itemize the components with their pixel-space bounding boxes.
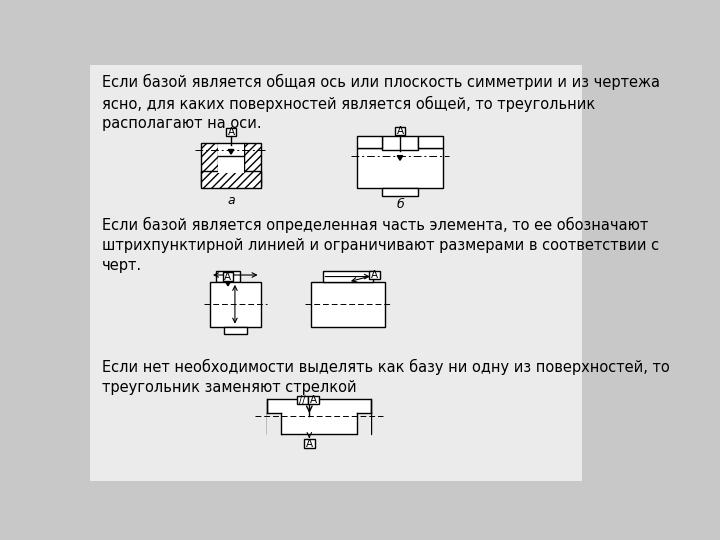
Text: Если нет необходимости выделять как базу ни одну из поверхностей, то
треугольник: Если нет необходимости выделять как базу… <box>102 359 670 395</box>
Bar <box>369 271 380 279</box>
Text: //: // <box>299 395 305 405</box>
Text: A: A <box>371 270 378 280</box>
Polygon shape <box>397 156 402 160</box>
Bar <box>311 282 384 327</box>
Bar <box>218 143 244 156</box>
Bar <box>418 137 443 148</box>
Bar <box>210 282 261 327</box>
Bar <box>395 127 405 135</box>
Text: A: A <box>306 438 313 449</box>
Bar <box>90 65 582 481</box>
Bar <box>266 399 372 434</box>
Polygon shape <box>225 282 230 286</box>
Text: Если базой является общая ось или плоскость симметрии и из чертежа
ясно, для как: Если базой является общая ось или плоско… <box>102 74 660 131</box>
Bar <box>218 156 244 173</box>
Bar <box>323 271 373 282</box>
Bar <box>357 137 382 148</box>
Bar <box>357 413 372 436</box>
Bar <box>382 188 418 195</box>
Bar <box>266 413 281 436</box>
Bar <box>307 396 319 404</box>
Bar <box>304 440 315 448</box>
Bar <box>225 127 236 136</box>
Bar <box>201 171 261 188</box>
Text: A: A <box>228 127 235 137</box>
Bar <box>382 137 418 150</box>
Text: A: A <box>310 395 317 405</box>
Text: б: б <box>396 198 404 211</box>
Bar <box>297 396 307 404</box>
Bar <box>222 272 233 281</box>
Bar <box>224 327 246 334</box>
Text: Если базой является определенная часть элемента, то ее обозначают
штрихпунктирно: Если базой является определенная часть э… <box>102 217 659 273</box>
Bar <box>216 271 240 282</box>
Polygon shape <box>228 150 234 154</box>
Text: A: A <box>225 272 232 281</box>
Text: A: A <box>397 126 404 136</box>
Text: а: а <box>228 194 235 207</box>
Bar <box>357 148 443 188</box>
Bar <box>244 143 261 186</box>
Bar <box>201 143 218 186</box>
